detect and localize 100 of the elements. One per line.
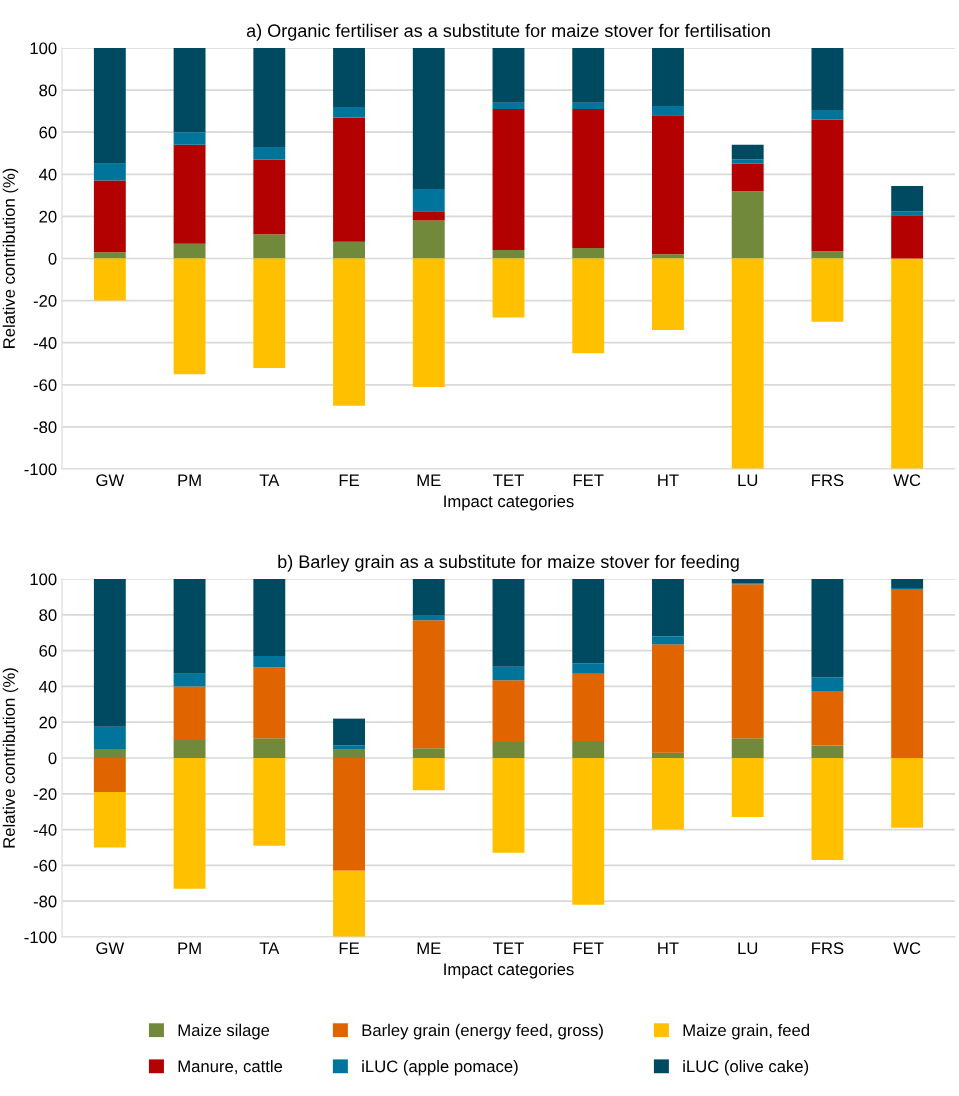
y-tick-label: 40 <box>38 168 57 181</box>
bar <box>731 144 764 160</box>
x-tick-label: TA <box>259 474 280 486</box>
bar <box>811 48 844 111</box>
y-tick-label: -40 <box>33 337 57 349</box>
bar <box>253 758 286 846</box>
bar <box>811 110 844 120</box>
x-tick-label: ME <box>417 942 441 954</box>
bar <box>412 579 445 616</box>
bar <box>492 579 525 667</box>
bar <box>412 48 445 190</box>
x-tick-label: HT <box>658 474 679 486</box>
bar <box>253 146 286 160</box>
bar <box>412 620 445 749</box>
bar <box>731 163 764 192</box>
y-tick-label: -100 <box>24 931 57 944</box>
bar <box>652 105 684 116</box>
y-tick-label: -80 <box>33 895 57 908</box>
y-tick-label: 80 <box>39 84 57 97</box>
bar <box>572 48 605 103</box>
bar <box>93 252 126 259</box>
bar <box>333 745 365 750</box>
x-tick-label: TET <box>493 474 524 486</box>
bar <box>891 758 924 828</box>
bar <box>333 106 365 118</box>
bar <box>572 758 605 905</box>
y-tick-label: -40 <box>33 824 57 836</box>
y-tick-label: 60 <box>39 645 57 657</box>
bar <box>173 48 206 133</box>
bar <box>731 191 764 259</box>
bar <box>731 738 764 758</box>
y-axis-title: Relative contribution (%) <box>2 668 19 848</box>
bar <box>731 258 764 469</box>
bar <box>253 159 286 235</box>
y-tick-label: -80 <box>33 421 57 434</box>
bar <box>572 579 605 664</box>
bar <box>412 748 445 758</box>
legend-label: Maize silage <box>178 1023 270 1040</box>
x-axis-title: Impact categories <box>444 494 574 511</box>
x-axis-title: Impact categories <box>444 962 574 979</box>
bar <box>253 579 286 656</box>
bar <box>652 644 684 753</box>
bar <box>891 185 924 212</box>
bar <box>412 211 445 221</box>
bar <box>333 241 365 259</box>
y-axis-title: Relative contribution (%) <box>2 168 19 348</box>
bar <box>652 752 684 758</box>
bar <box>811 579 844 678</box>
bar <box>412 758 445 791</box>
bar <box>173 673 206 687</box>
x-tick-label: ME <box>417 474 441 486</box>
bar <box>492 109 525 251</box>
bar <box>93 48 126 164</box>
x-tick-label: WC <box>893 942 921 955</box>
bar <box>93 749 126 758</box>
bar <box>572 247 605 259</box>
bar <box>412 220 445 259</box>
bar <box>333 48 365 107</box>
x-tick-label: LU <box>738 942 758 955</box>
bar <box>93 726 126 750</box>
bar <box>572 102 605 110</box>
y-tick-label: 100 <box>30 573 57 586</box>
bar <box>253 258 286 368</box>
bar <box>811 677 844 691</box>
y-tick-label: 80 <box>39 609 57 621</box>
legend-label: Barley grain (energy feed, gross) <box>362 1023 603 1040</box>
bar <box>891 579 924 588</box>
x-tick-label: GW <box>96 942 125 955</box>
x-tick-label: FE <box>339 474 359 486</box>
bar <box>253 48 286 147</box>
bar <box>173 740 206 758</box>
bar <box>891 215 924 259</box>
bar <box>412 615 445 621</box>
bar <box>333 870 365 937</box>
x-tick-label: FE <box>339 942 359 954</box>
bar <box>93 792 126 848</box>
legend-label: iLUC (olive cake) <box>683 1059 809 1076</box>
chart-title: a) Organic fertiliser as a substitute for maize stover for fertilisation <box>246 23 770 41</box>
bar <box>652 636 684 645</box>
bar <box>333 749 365 758</box>
y-tick-label: 40 <box>38 680 57 693</box>
x-tick-label: LU <box>738 474 758 487</box>
bar <box>652 579 684 637</box>
bar <box>253 234 286 259</box>
legend-label: Maize grain, feed <box>683 1023 809 1040</box>
bar <box>93 180 126 253</box>
bar <box>492 48 525 103</box>
bar <box>492 666 525 681</box>
y-tick-label: 100 <box>30 42 57 55</box>
bar <box>93 579 126 727</box>
bar <box>572 258 605 354</box>
x-tick-label: FET <box>573 942 604 954</box>
x-tick-label: TA <box>259 942 280 954</box>
bar <box>253 655 286 668</box>
bar <box>652 48 684 106</box>
x-tick-label: TET <box>493 942 524 954</box>
bar <box>412 258 445 387</box>
bar <box>572 109 605 248</box>
bar <box>173 258 206 375</box>
y-tick-label: 20 <box>39 210 57 223</box>
